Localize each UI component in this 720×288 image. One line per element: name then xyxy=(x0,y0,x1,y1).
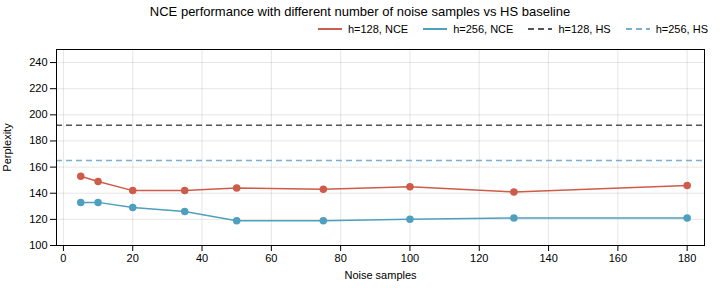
svg-text:220: 220 xyxy=(29,82,47,94)
svg-text:200: 200 xyxy=(29,108,47,120)
svg-text:140: 140 xyxy=(29,187,47,199)
svg-text:120: 120 xyxy=(29,213,47,225)
html-text:h=128, HS: h=128, HS xyxy=(558,23,611,35)
svg-text:100: 100 xyxy=(401,252,419,264)
svg-text:Noise samples: Noise samples xyxy=(344,269,417,281)
svg-text:120: 120 xyxy=(470,252,488,264)
html-text:h=256, HS: h=256, HS xyxy=(655,23,708,35)
svg-text:Perplexity: Perplexity xyxy=(1,123,13,172)
svg-text:100: 100 xyxy=(29,239,47,251)
html-text:h=128, NCE: h=128, NCE xyxy=(347,23,409,35)
svg-text:80: 80 xyxy=(335,252,347,264)
svg-text:180: 180 xyxy=(29,134,47,146)
svg-text:40: 40 xyxy=(196,252,208,264)
svg-text:160: 160 xyxy=(609,252,627,264)
svg-text:180: 180 xyxy=(678,252,696,264)
svg-text:240: 240 xyxy=(29,56,47,68)
svg-text:20: 20 xyxy=(127,252,139,264)
html-text:h=256, NCE: h=256, NCE xyxy=(453,23,514,35)
svg-text:160: 160 xyxy=(29,161,47,173)
svg-text:0: 0 xyxy=(60,252,66,264)
svg-text:60: 60 xyxy=(265,252,277,264)
html-text:NCE performance with different: NCE performance with different number of… xyxy=(149,4,571,19)
svg-text:140: 140 xyxy=(539,252,557,264)
